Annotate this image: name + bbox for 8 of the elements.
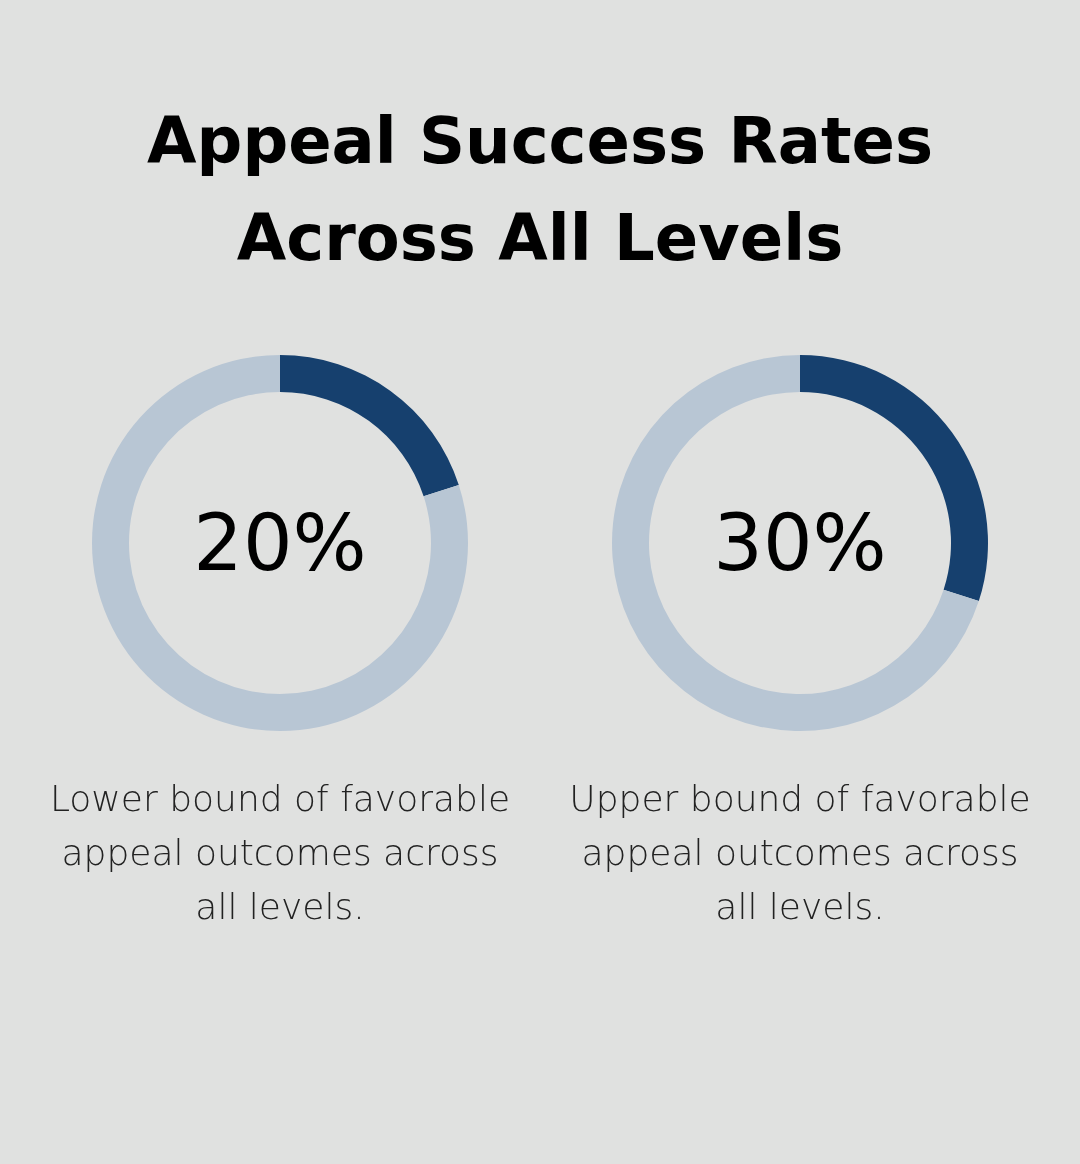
donut-slice: [612, 355, 979, 731]
text: 30%: [713, 498, 887, 589]
text: Upper bound of favorable appeal outcomes across all levels.: [569, 778, 1031, 927]
chart-title: Appeal Success Rates Across All Levels: [147, 104, 933, 275]
text: 20%: [193, 498, 367, 589]
donut-slice: [92, 355, 468, 731]
text: Lower bound of favorable appeal outcomes across all levels.: [49, 778, 511, 927]
donut-slice: [280, 355, 459, 497]
